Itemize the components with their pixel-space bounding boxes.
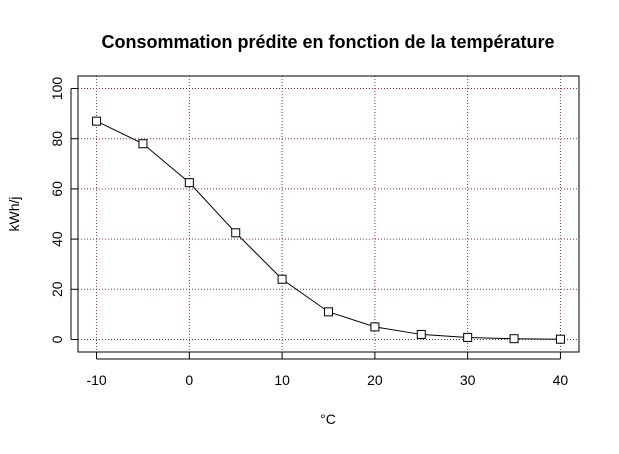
data-series — [92, 116, 565, 344]
x-tick-label: 0 — [185, 372, 193, 388]
x-axis: -10 0 10 20 30 40 — [86, 352, 568, 388]
data-point — [92, 116, 102, 126]
data-point — [416, 329, 426, 339]
y-axis-title: kWh/j — [6, 197, 22, 232]
data-point — [555, 334, 565, 344]
x-axis-title: °C — [320, 411, 336, 427]
data-point — [324, 307, 333, 317]
x-tick-label: 20 — [367, 372, 383, 388]
x-tick-label: 40 — [553, 372, 569, 388]
data-point — [277, 274, 287, 284]
chart-title: Consommation prédite en fonction de la t… — [101, 32, 554, 52]
data-point — [138, 139, 148, 149]
data-point — [509, 334, 519, 344]
data-point — [184, 178, 194, 188]
x-tick-label: -10 — [86, 372, 106, 388]
x-tick-label: 30 — [460, 372, 476, 388]
y-tick-label: 80 — [49, 131, 65, 147]
y-tick-label: 100 — [49, 77, 65, 101]
y-tick-label: 0 — [49, 335, 65, 343]
data-point — [370, 322, 380, 332]
y-tick-label: 20 — [49, 281, 65, 297]
data-point — [231, 228, 241, 238]
data-point — [463, 332, 473, 342]
y-axis: 0 20 40 60 80 100 — [49, 77, 78, 343]
x-tick-label: 10 — [274, 372, 290, 388]
plot-frame — [77, 75, 580, 353]
y-tick-label: 40 — [49, 231, 65, 247]
y-tick-label: 60 — [49, 181, 65, 197]
